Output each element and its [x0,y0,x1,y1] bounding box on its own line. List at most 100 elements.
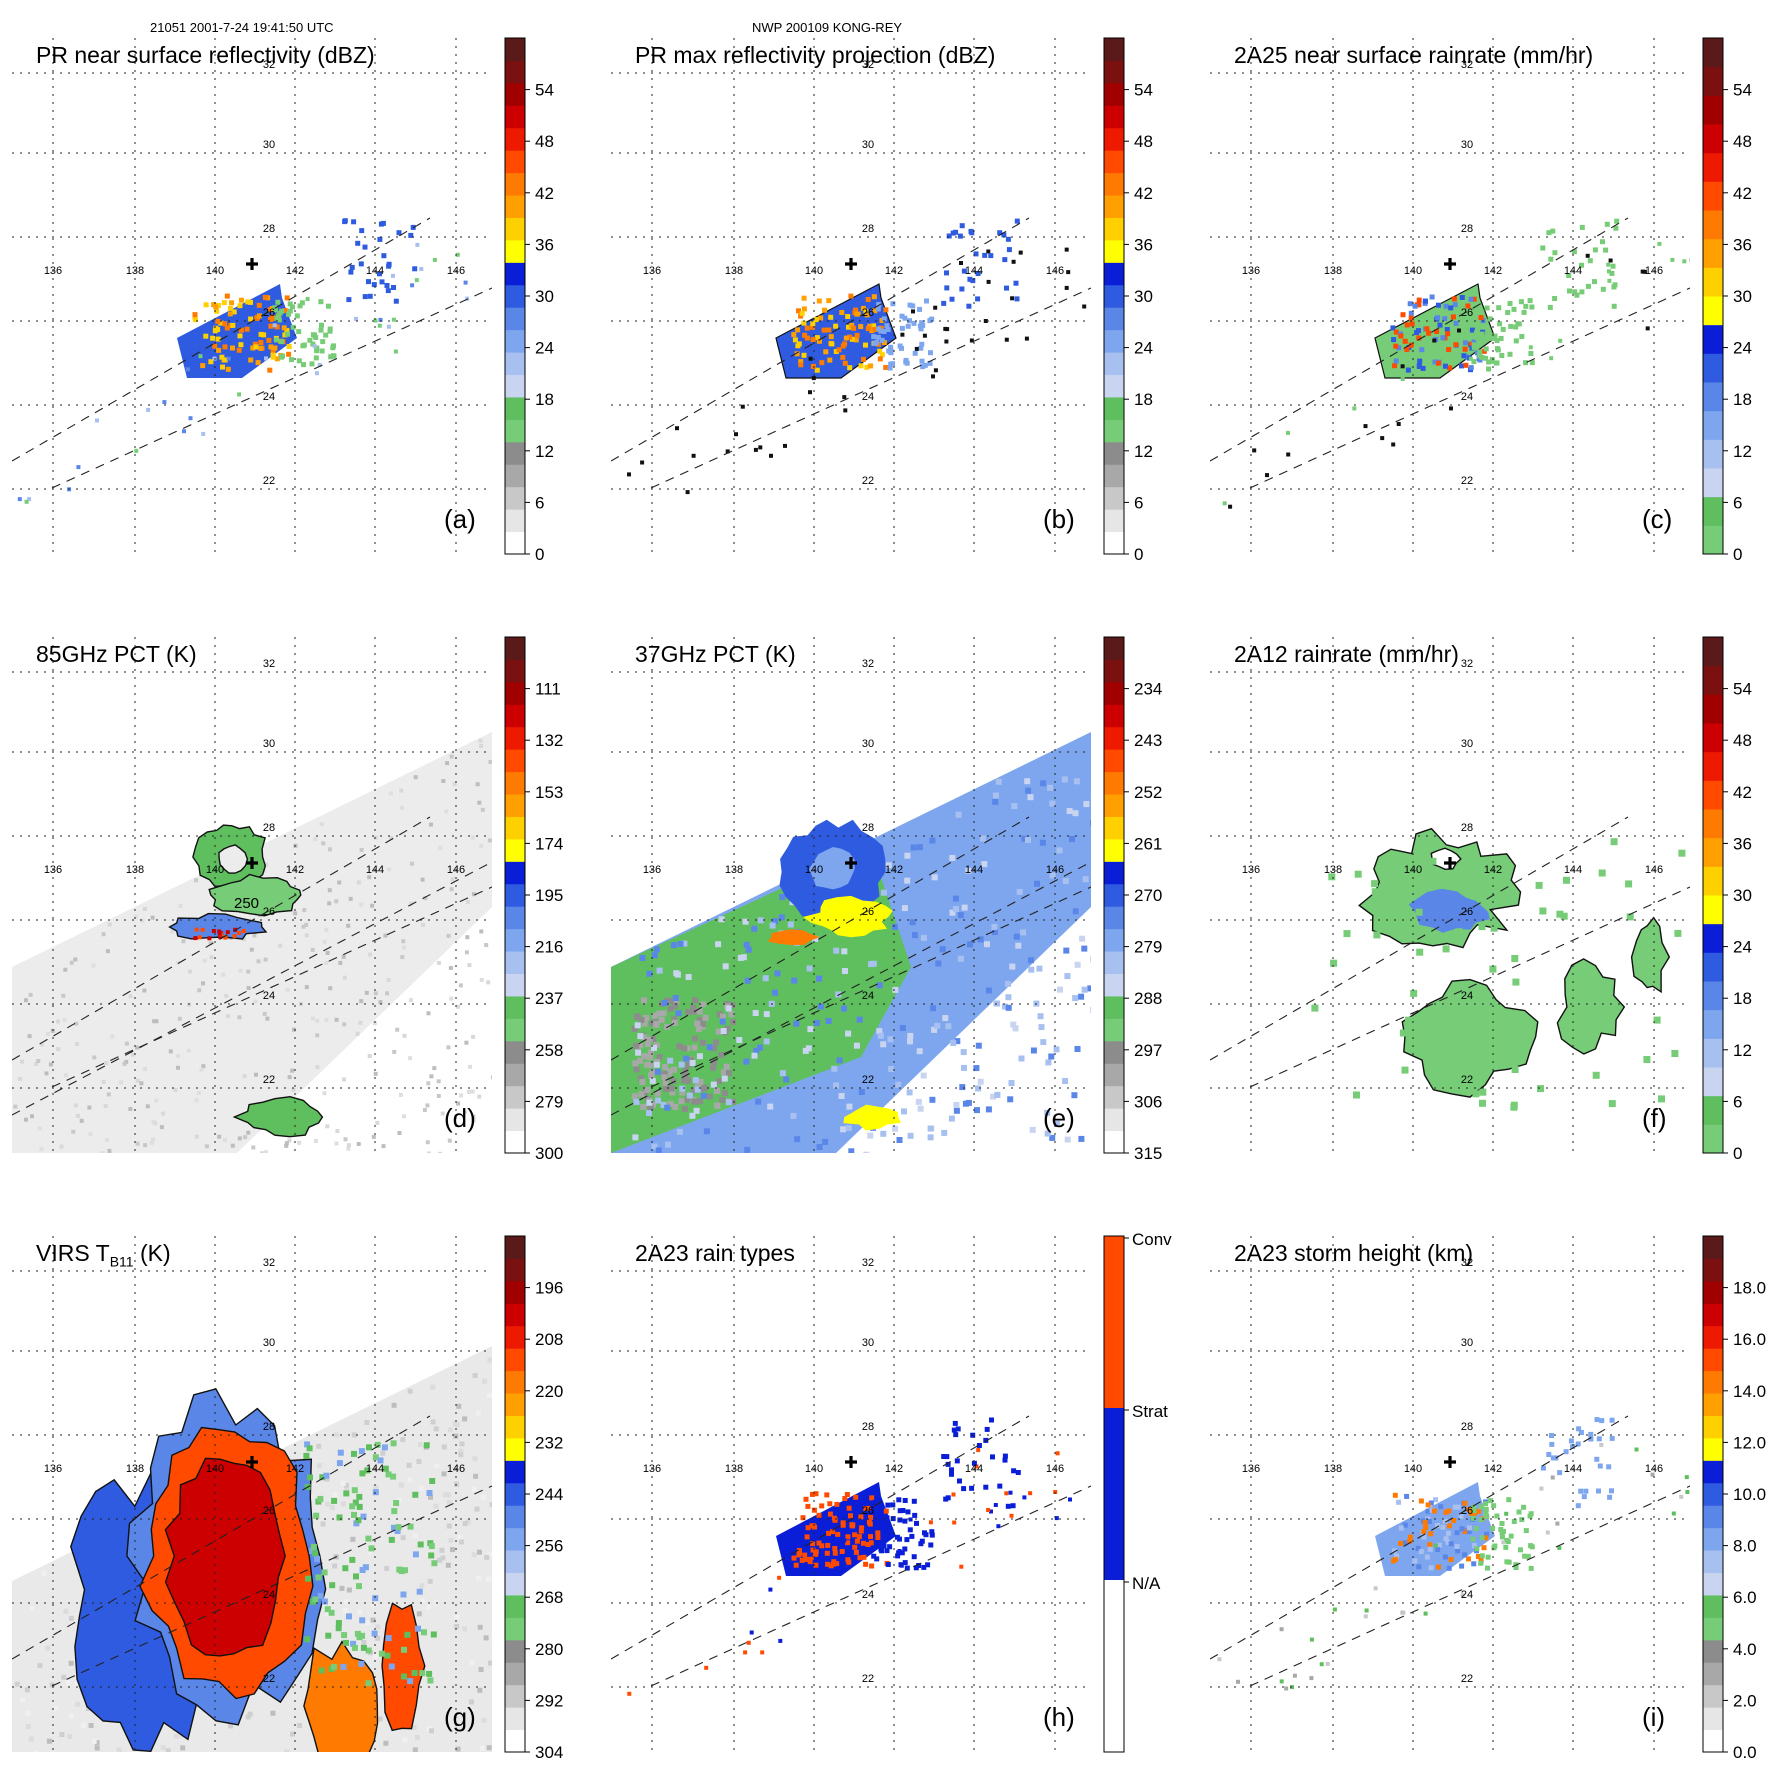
intense-echo-pixel [284,328,290,334]
brightness-pixel [743,941,750,948]
cold-pixel [637,1075,644,1082]
brightness-pixel [787,921,794,928]
edge-echo-pixel [899,313,905,319]
brightness-pixel [769,922,776,929]
scattered-echo-pixel [758,445,763,450]
intense-echo-pixel [1407,301,1413,307]
intense-echo-pixel [1442,363,1448,369]
colorbar-label: 208 [535,1330,563,1349]
isolated-cell-pixel [949,296,955,302]
colorbar-segment [505,704,525,728]
scattered-echo-pixel [986,279,991,284]
cloud-pixel [307,1474,313,1481]
colorbar-segment [1104,973,1124,997]
intense-echo-pixel [830,1529,836,1535]
isolated-cell-pixel [1566,273,1572,278]
scattered-echo-pixel [760,1650,765,1655]
intense-echo-pixel [810,1491,815,1497]
brightness-pixel [373,835,378,840]
isolated-cell-pixel [1552,296,1558,301]
brightness-pixel [990,1093,997,1100]
intense-echo-pixel [1415,1545,1421,1551]
brightness-pixel [425,1103,430,1108]
intense-echo-pixel [827,1501,833,1507]
brightness-pixel [807,1026,814,1033]
scattered-echo-pixel [201,431,206,436]
lon-tick-label: 140 [206,864,224,876]
brightness-pixel [838,1093,845,1099]
brightness-pixel [412,1533,418,1539]
colorbar-label: 24 [1733,938,1752,957]
brightness-pixel [984,941,990,948]
brightness-pixel [372,1021,377,1026]
intense-echo-pixel [1402,1540,1408,1546]
deep-convection-pixel [218,935,223,940]
brightness-pixel [228,1723,233,1729]
lat-tick-label: 32 [263,59,275,71]
intense-echo-pixel [834,1561,840,1567]
intense-echo-pixel [239,297,244,303]
brightness-pixel [365,1620,371,1626]
cloud-pixel [388,1536,395,1543]
cloud-pixel [336,1460,343,1467]
cold-pixel [647,1054,654,1061]
colorbar-label: 261 [1134,834,1162,853]
cloud-pixel [356,1493,363,1500]
intense-echo-pixel [1478,1556,1484,1562]
scattered-echo-pixel [1028,1491,1033,1496]
intense-echo-pixel [1475,1554,1481,1559]
cold-pixel [654,1090,661,1097]
cloud-pixel [419,1670,426,1677]
brightness-pixel [375,1635,381,1641]
colorbar-label: 18 [535,390,554,409]
scattered-echo-pixel [897,1549,902,1553]
edge-echo-pixel [911,1554,917,1560]
lon-tick-label: 140 [1404,864,1422,876]
intense-echo-pixel [1454,1530,1460,1536]
brightness-pixel [194,1134,199,1139]
intense-echo-pixel [1426,330,1432,336]
edge-echo-pixel [911,1498,917,1504]
brightness-pixel [664,1104,671,1111]
isolated-cell-pixel [396,230,402,236]
brightness-pixel [14,1681,20,1687]
cold-pixel [678,1098,685,1105]
colorbar-segment [1703,1095,1723,1125]
scattered-echo-pixel [1432,349,1436,354]
intense-echo-pixel [1468,365,1474,371]
brightness-pixel [165,1748,171,1752]
intense-echo-pixel [840,343,846,349]
intense-echo-pixel [823,349,829,355]
intense-echo-pixel [1391,337,1397,343]
intense-echo-pixel [868,1514,874,1520]
intense-echo-pixel [863,342,868,348]
colorbar-segment [505,1594,525,1618]
intense-echo-pixel [220,364,225,370]
cloud-pixel [343,1639,349,1646]
edge-echo-pixel [1483,355,1489,361]
cloud-pixel [377,1457,384,1464]
cold-pixel [641,1053,648,1060]
storm-center-cross [845,1456,857,1468]
edge-echo-pixel [917,306,923,312]
edge-echo-pixel [902,1518,908,1524]
brightness-pixel [456,1403,462,1409]
cold-pixel [694,1020,701,1027]
brightness-pixel [1064,973,1071,980]
colorbar-label: 111 [535,680,561,699]
scattered-echo-pixel [1449,406,1453,411]
edge-echo-pixel [1499,1521,1505,1526]
colorbar-segment [505,195,525,218]
brightness-pixel [128,1107,133,1111]
brightness-pixel [1083,801,1090,808]
cloud-pixel [378,1650,385,1657]
edge-echo-pixel [872,1499,878,1505]
intense-echo-pixel [236,347,242,353]
intense-echo-pixel [255,360,261,366]
brightness-pixel [373,991,378,996]
edge-echo-pixel [902,1498,908,1503]
brightness-pixel [373,1485,379,1491]
cold-pixel [671,1019,678,1026]
intense-echo-pixel [849,322,855,328]
